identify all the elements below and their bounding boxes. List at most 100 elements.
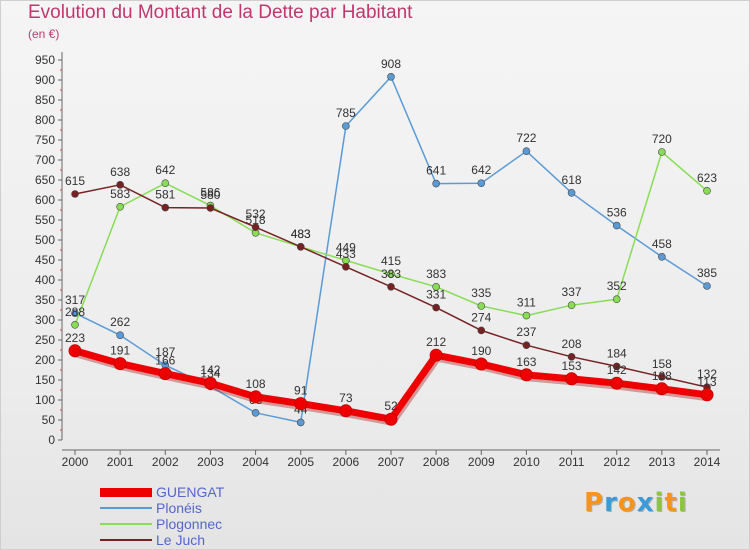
x-tick-label: 2008 (423, 455, 450, 469)
y-tick-label: 0 (48, 433, 55, 447)
y-tick-label: 550 (35, 213, 55, 227)
legend-item: GUENGAT (100, 484, 360, 500)
data-label: 642 (155, 163, 175, 177)
x-tick-label: 2004 (242, 455, 269, 469)
data-point (477, 302, 486, 310)
data-point (477, 179, 486, 187)
legend-item: Le Juch (100, 532, 360, 548)
y-tick-label: 950 (35, 53, 55, 67)
logo-letter: r (604, 488, 618, 518)
data-label: 908 (381, 57, 401, 71)
data-point (296, 418, 305, 427)
data-label: 615 (65, 174, 85, 188)
x-tick-label: 2000 (62, 455, 89, 469)
data-label: 163 (516, 355, 536, 369)
x-tick-label: 2005 (287, 455, 314, 469)
legend-label: GUENGAT (156, 484, 225, 500)
y-tick-label: 750 (35, 133, 55, 147)
data-point (158, 367, 172, 381)
data-point (68, 344, 82, 358)
data-point (71, 190, 79, 198)
data-point (249, 390, 263, 404)
data-label: 415 (381, 254, 401, 268)
data-point (161, 179, 170, 187)
chart-legend: GUENGAT Plonéis Plogonnec Le Juch (100, 484, 360, 548)
data-label: 383 (426, 267, 446, 281)
y-tick-label: 100 (35, 393, 55, 407)
data-point (432, 303, 440, 312)
data-label: 638 (110, 165, 130, 179)
data-point (71, 320, 79, 329)
legend-item: Plonéis (100, 500, 360, 516)
data-label: 581 (155, 188, 175, 202)
data-label: 108 (246, 377, 266, 391)
data-point (342, 262, 350, 271)
data-point (339, 404, 353, 418)
legend-swatch (100, 487, 152, 497)
data-point (703, 282, 711, 290)
y-tick-label: 50 (42, 413, 56, 427)
data-label: 385 (697, 266, 717, 280)
logo-letter: o (617, 488, 637, 518)
legend-label: Plonéis (156, 500, 202, 516)
chart-title: Evolution du Montant de la Dette par Hab… (28, 2, 413, 23)
proxiti-logo: Proxiti (584, 488, 694, 528)
y-tick-label: 600 (35, 193, 55, 207)
x-tick-label: 2006 (333, 455, 360, 469)
data-point (655, 382, 669, 396)
y-tick-label: 350 (35, 293, 55, 307)
data-label: 335 (471, 286, 491, 300)
data-label: 134 (200, 366, 220, 380)
data-label: 73 (339, 391, 353, 405)
data-point (522, 147, 531, 155)
data-point (567, 352, 576, 361)
data-label: 212 (426, 335, 446, 349)
data-label: 91 (294, 384, 308, 398)
chart-subtitle: (en €) (28, 27, 60, 41)
data-label: 262 (110, 315, 130, 329)
x-tick-label: 2003 (197, 455, 224, 469)
y-tick-label: 500 (35, 233, 55, 247)
data-point (116, 181, 124, 189)
x-tick-label: 2014 (694, 455, 721, 469)
data-label: 142 (607, 363, 627, 377)
data-point (294, 397, 308, 411)
data-label: 785 (336, 106, 356, 120)
data-label: 449 (336, 240, 356, 254)
x-tick-label: 2002 (152, 455, 179, 469)
logo-letter: t (664, 488, 678, 518)
data-label: 433 (336, 247, 356, 261)
y-tick-label: 250 (35, 333, 55, 347)
data-label: 518 (246, 213, 266, 227)
x-tick-label: 2009 (468, 455, 495, 469)
data-point (251, 223, 260, 231)
data-label: 586 (200, 186, 220, 200)
legend-swatch (100, 539, 152, 541)
data-label: 642 (471, 163, 491, 177)
data-point (567, 301, 576, 310)
data-point (71, 309, 79, 318)
legend-swatch (100, 523, 152, 525)
data-point (612, 221, 621, 230)
data-label: 190 (471, 344, 491, 358)
data-label: 237 (516, 325, 536, 339)
data-label: 623 (697, 171, 717, 185)
data-point (429, 348, 443, 362)
data-label: 580 (200, 188, 220, 202)
data-point (384, 412, 398, 426)
x-tick-label: 2010 (513, 455, 540, 469)
data-label: 458 (652, 237, 672, 251)
data-point (477, 326, 486, 335)
data-label: 317 (65, 293, 85, 307)
y-tick-label: 200 (35, 353, 55, 367)
y-tick-label: 150 (35, 373, 55, 387)
data-label: 191 (110, 344, 130, 358)
data-point (387, 73, 395, 81)
y-tick-label: 650 (35, 173, 55, 187)
data-label: 158 (652, 357, 672, 371)
data-point (206, 204, 215, 212)
x-tick-label: 2012 (603, 455, 630, 469)
data-point (432, 179, 440, 188)
